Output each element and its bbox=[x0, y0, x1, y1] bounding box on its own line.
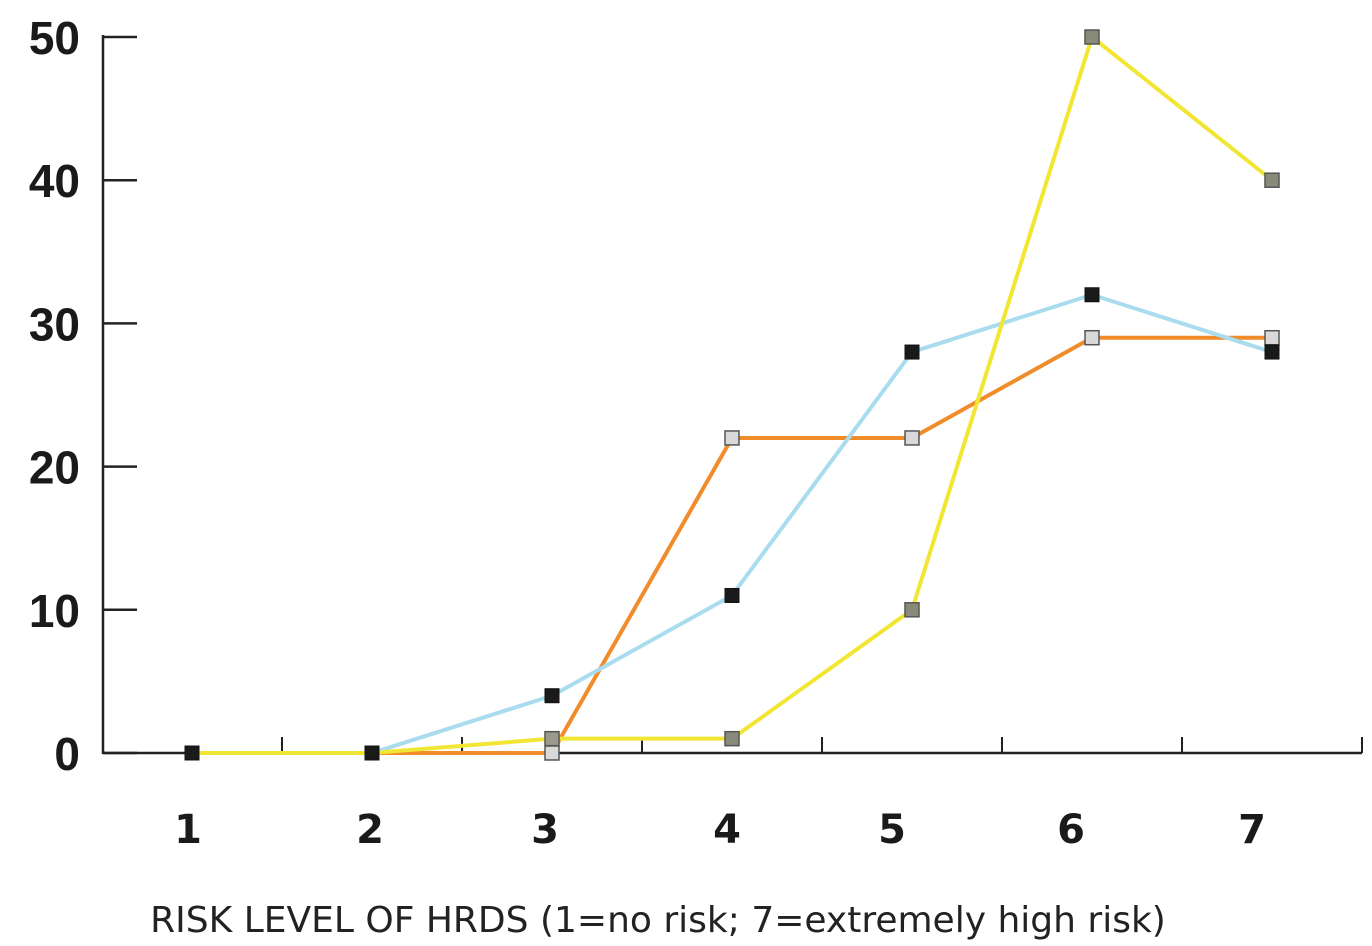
y-tick-label: 0 bbox=[54, 728, 80, 780]
series-1-point bbox=[724, 430, 740, 446]
series-3-point bbox=[1084, 29, 1100, 45]
x-tick-label: 2 bbox=[356, 807, 384, 853]
x-axis-ticks: 1 2 3 4 5 6 7 bbox=[174, 737, 1363, 853]
series-line-1 bbox=[192, 335, 1272, 755]
axes bbox=[101, 35, 1362, 755]
x-tick-label: 5 bbox=[878, 807, 906, 853]
series-3-point bbox=[184, 745, 200, 761]
series-1-point bbox=[1264, 329, 1280, 346]
series-2-point bbox=[1264, 344, 1280, 360]
series-1-point bbox=[1084, 329, 1100, 346]
x-tick-label: 3 bbox=[531, 807, 559, 853]
series-3-point bbox=[904, 602, 920, 618]
series-2-point bbox=[724, 587, 740, 603]
series-2-point bbox=[1084, 287, 1100, 303]
y-axis-ticks: 0 10 20 30 40 50 bbox=[29, 12, 137, 780]
y-tick-label: 20 bbox=[29, 442, 80, 494]
x-tick-label: 4 bbox=[713, 807, 741, 853]
y-tick-label: 30 bbox=[29, 298, 80, 350]
y-tick-label: 50 bbox=[29, 12, 80, 64]
series-2-point bbox=[904, 344, 920, 360]
series-3-point bbox=[544, 730, 560, 747]
x-tick-label: 1 bbox=[174, 807, 202, 853]
series-3-point bbox=[724, 730, 740, 747]
series-1-point bbox=[904, 430, 920, 446]
series-2-point bbox=[544, 688, 560, 704]
x-axis-label: RISK LEVEL OF HRDS (1=no risk; 7=extreme… bbox=[150, 900, 1166, 941]
y-tick-label: 10 bbox=[29, 585, 80, 637]
series-line-3 bbox=[192, 35, 1274, 755]
x-tick-label: 6 bbox=[1057, 807, 1085, 853]
series-3-point bbox=[364, 745, 380, 761]
y-tick-label: 40 bbox=[29, 155, 80, 207]
series-3-point bbox=[1264, 172, 1280, 188]
x-tick-label: 7 bbox=[1238, 807, 1266, 853]
series-lines bbox=[192, 35, 1274, 755]
series-line-2 bbox=[192, 292, 1273, 755]
series-1-point bbox=[544, 745, 560, 761]
series-markers bbox=[184, 29, 1280, 761]
